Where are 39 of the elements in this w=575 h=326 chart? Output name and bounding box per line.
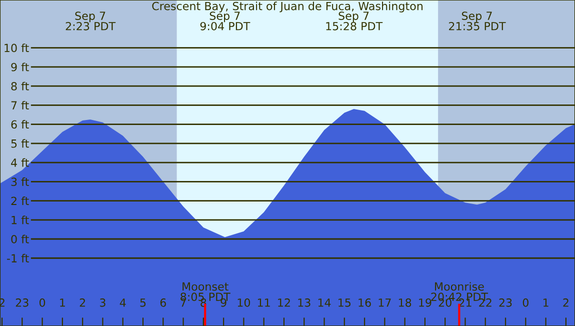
y-tick-label: 6 ft bbox=[11, 120, 29, 129]
y-tick-label: 7 ft bbox=[11, 100, 29, 110]
x-tick-label: 4 bbox=[120, 298, 126, 307]
x-tick-label: 23 bbox=[16, 298, 28, 307]
annotation: Sep 7 2:23 PDT bbox=[66, 12, 116, 30]
x-tick-label: 12 bbox=[278, 298, 290, 307]
x-tick-label: 19 bbox=[419, 298, 432, 307]
y-tick-label: 9 ft bbox=[11, 62, 29, 72]
x-tick-label: 17 bbox=[378, 298, 391, 307]
y-tick-label: 5 ft bbox=[11, 139, 29, 148]
y-tick-label: 1 ft bbox=[12, 216, 29, 224]
x-tick-label: 0 bbox=[522, 298, 528, 307]
annotation: Sep 7 21:35 PDT bbox=[449, 12, 506, 30]
x-tick-label: 2 bbox=[80, 298, 85, 307]
x-tick-label: 1 bbox=[543, 298, 548, 307]
y-tick-label: 8 ft bbox=[11, 82, 29, 90]
annotation: Sep 7 15:28 PDT bbox=[326, 12, 383, 30]
y-tick-label: 2 ft bbox=[11, 196, 29, 205]
x-tick-label: 6 bbox=[160, 298, 166, 307]
x-tick-label: 1 bbox=[60, 298, 65, 307]
x-tick-label: 0 bbox=[39, 298, 46, 307]
annotation: Sep 7 9:04 PDT bbox=[200, 12, 250, 30]
y-tick-label: -1 ft bbox=[7, 254, 29, 262]
x-tick-label: 5 bbox=[140, 298, 146, 307]
y-tick-label: 4 ft bbox=[11, 158, 29, 167]
x-tick-label: 18 bbox=[398, 298, 412, 307]
x-tick-label: 15 bbox=[338, 298, 350, 307]
chart-title: Crescent Bay, Strait of Juan de Fuca, Washington bbox=[152, 2, 422, 12]
x-tick-label: 3 bbox=[100, 298, 106, 307]
y-tick-label: 3 ft bbox=[11, 177, 29, 186]
x-tick-label: 10 bbox=[238, 298, 250, 307]
x-tick-label: 13 bbox=[298, 298, 310, 307]
x-tick-label: 14 bbox=[318, 298, 331, 307]
y-tick-label: 0 ft bbox=[11, 234, 29, 244]
x-tick-label: 2 bbox=[563, 298, 568, 307]
x-tick-label: 16 bbox=[358, 298, 371, 307]
x-tick-label: 11 bbox=[258, 298, 270, 307]
y-tick-label: 10 ft bbox=[4, 44, 29, 52]
x-tick-label: 23 bbox=[499, 298, 512, 307]
